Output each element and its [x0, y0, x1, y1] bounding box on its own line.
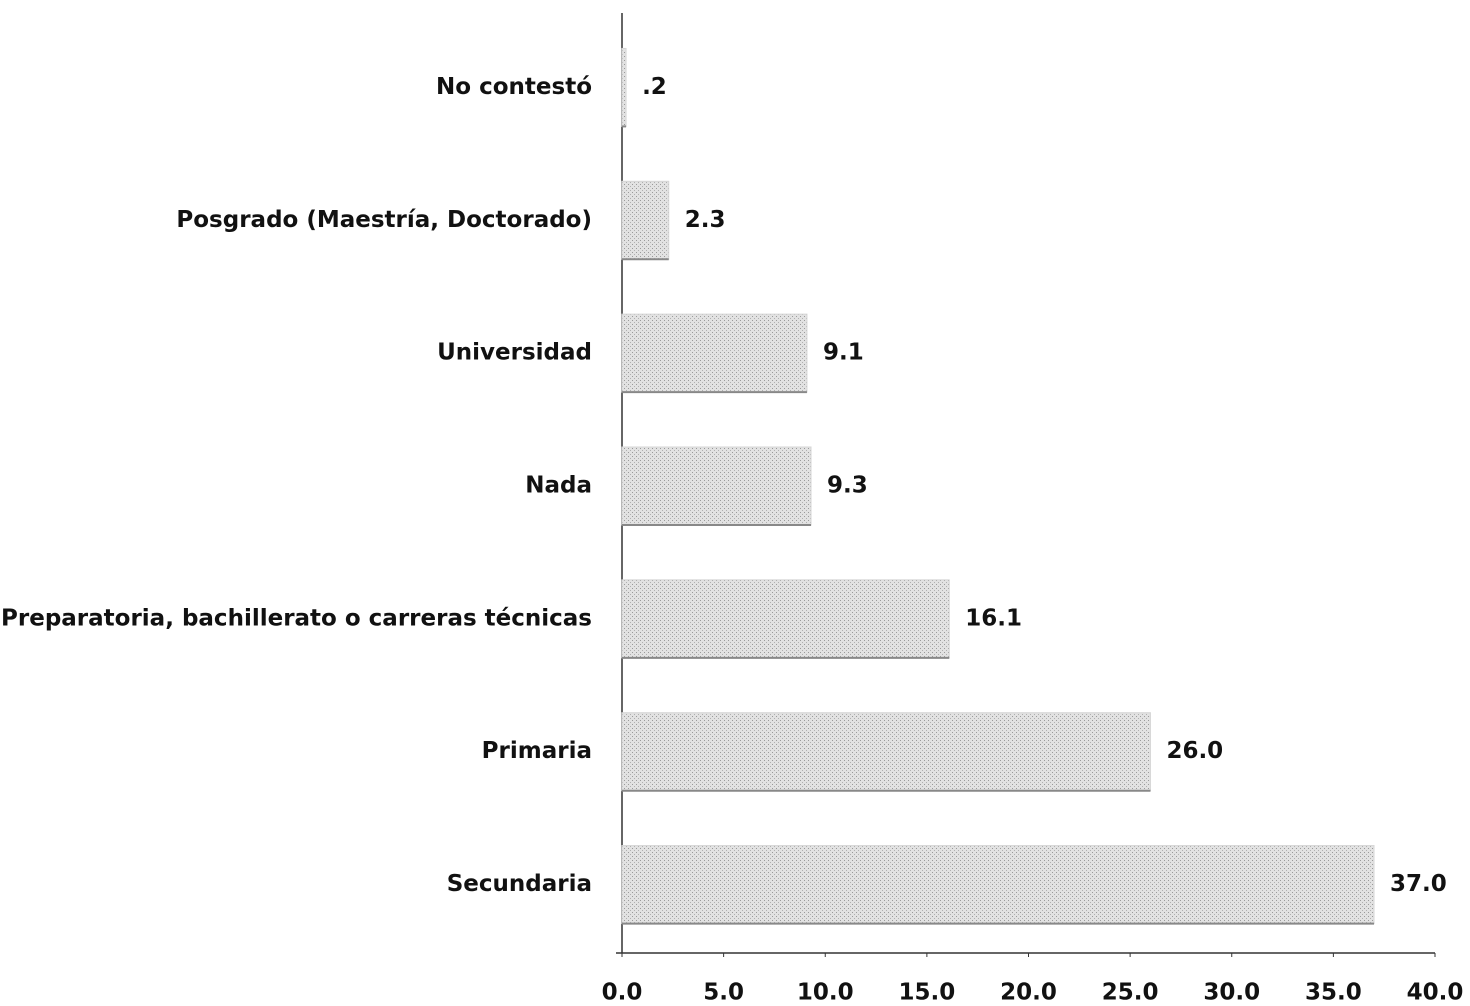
y-tick-label: Universidad [437, 340, 592, 366]
y-tick-label: Posgrado (Maestría, Doctorado) [176, 207, 592, 233]
y-tick-label: Nada [525, 473, 592, 499]
y-tick-label: Secundaria [447, 871, 592, 897]
x-tick-label: 15.0 [899, 980, 956, 1006]
bar [621, 180, 670, 260]
y-tick-label: No contestó [436, 74, 592, 100]
bar [621, 845, 1375, 925]
value-label: 16.1 [965, 605, 1022, 631]
x-tick-label: 25.0 [1102, 980, 1159, 1006]
value-label: 9.1 [823, 340, 864, 366]
x-tick-label: 10.0 [797, 980, 854, 1006]
bar [621, 313, 808, 393]
x-tick-label: 5.0 [703, 980, 744, 1006]
value-label: .2 [642, 74, 667, 100]
bar [621, 47, 627, 127]
x-tick-label: 35.0 [1305, 980, 1362, 1006]
value-label: 26.0 [1166, 738, 1223, 764]
y-tick-label: Primaria [482, 738, 592, 764]
value-label: 9.3 [827, 473, 868, 499]
value-label: 37.0 [1390, 871, 1447, 897]
value-label: 2.3 [685, 207, 726, 233]
x-tick-label: 20.0 [1000, 980, 1057, 1006]
bar [621, 446, 812, 526]
x-tick-label: 30.0 [1203, 980, 1260, 1006]
x-tick-label: 40.0 [1407, 980, 1464, 1006]
x-tick-label: 0.0 [602, 980, 643, 1006]
y-tick-label: Preparatoria, bachillerato o carreras té… [1, 605, 592, 631]
bar [621, 712, 1151, 792]
bar [621, 579, 950, 659]
